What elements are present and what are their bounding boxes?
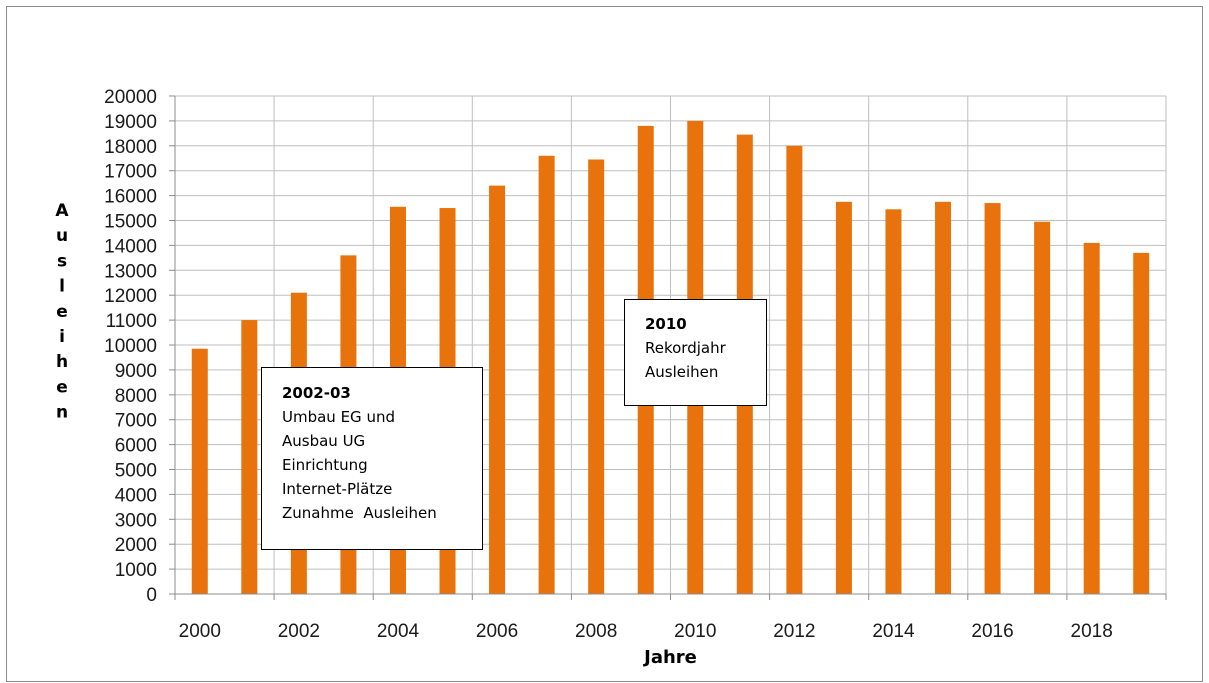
bar-2013 xyxy=(835,201,852,594)
bar-2019 xyxy=(1133,252,1150,594)
x-tick-label: 2002 xyxy=(278,621,320,642)
bar-2016 xyxy=(984,203,1001,594)
x-tick-label: 2012 xyxy=(773,621,815,642)
annotation-line: Zunahme Ausleihen xyxy=(282,504,437,522)
y-tick-label: 13000 xyxy=(104,261,157,282)
y-tick-labels: 0 1000 2000 3000 4000 5000 6000 7000 8000 9000 100… xyxy=(104,87,157,606)
bar-2001 xyxy=(241,320,258,594)
y-tick-label: 12000 xyxy=(104,286,157,307)
y-axis-label-char: e xyxy=(56,302,68,322)
y-axis-label-char: i xyxy=(59,327,65,347)
x-tick-label: 2016 xyxy=(971,621,1013,642)
annotation-line: Umbau EG und xyxy=(282,408,395,426)
bar-2000 xyxy=(191,348,208,594)
y-tick-label: 10000 xyxy=(104,336,157,357)
x-tick-label: 2008 xyxy=(575,621,617,642)
annotation-line: Einrichtung xyxy=(282,456,368,474)
y-axis-label-char: n xyxy=(56,403,68,423)
annotation-2002-03: 2002-03 Umbau EG und Ausbau UG Einrichtung I… xyxy=(261,367,483,550)
y-tick-label: 5000 xyxy=(115,461,157,482)
y-axis-label-char: u xyxy=(56,226,68,246)
bar-2008 xyxy=(588,159,605,594)
bar-2017 xyxy=(1034,221,1051,594)
annotation-2010: 2010 Rekordjahr Ausleihen xyxy=(624,299,767,406)
x-tick-label: 2010 xyxy=(674,621,716,642)
y-tick-label: 0 xyxy=(146,585,157,606)
annotation-line: Ausleihen xyxy=(645,363,719,381)
y-axis-label-char: s xyxy=(57,251,67,271)
x-tick-label: 2018 xyxy=(1071,621,1113,642)
y-tick-label: 17000 xyxy=(104,162,157,183)
bar-chart: 0 1000 2000 3000 4000 5000 6000 7000 8000 9000 100… xyxy=(55,87,1167,668)
x-tick-labels: 2000 2002 2004 2006 2008 2010 2012 2014 2016 2018 xyxy=(179,621,1113,642)
bar-2018 xyxy=(1083,242,1100,594)
x-axis-label: Jahre xyxy=(642,647,697,668)
y-tick-label: 1000 xyxy=(115,560,157,581)
y-tick-label: 16000 xyxy=(104,187,157,208)
x-tick-label: 2014 xyxy=(872,621,915,642)
y-tick-label: 19000 xyxy=(104,112,157,133)
bar-2015 xyxy=(935,201,952,594)
y-axis-label-char: l xyxy=(59,277,65,297)
y-tick-label: 7000 xyxy=(115,411,157,432)
bar-2012 xyxy=(786,145,803,595)
y-tick-label: 18000 xyxy=(104,137,157,158)
annotation-line: Internet-Plätze xyxy=(282,480,393,498)
annotation-title: 2002-03 xyxy=(282,384,351,402)
bar-2014 xyxy=(885,209,902,595)
y-tick-label: 3000 xyxy=(115,510,157,531)
axes xyxy=(169,95,1167,600)
bar-2006 xyxy=(489,185,506,594)
annotation-title: 2010 xyxy=(645,315,687,333)
y-tick-label: 6000 xyxy=(115,436,157,457)
x-tick-label: 2006 xyxy=(476,621,518,642)
bar-2007 xyxy=(538,155,555,594)
chart-frame: 0 1000 2000 3000 4000 5000 6000 7000 8000 9000 100… xyxy=(6,6,1203,682)
y-axis-label: Ausleihen xyxy=(55,201,69,423)
y-tick-label: 11000 xyxy=(106,311,157,332)
y-axis-label-char: A xyxy=(55,201,69,221)
y-tick-label: 2000 xyxy=(115,535,157,556)
y-axis-label-char: h xyxy=(56,352,68,372)
x-tick-label: 2000 xyxy=(179,621,221,642)
y-axis-label-char: e xyxy=(56,377,68,397)
annotation-line: Rekordjahr xyxy=(645,339,726,357)
y-tick-label: 8000 xyxy=(115,386,157,407)
y-tick-label: 15000 xyxy=(104,212,157,233)
y-tick-label: 20000 xyxy=(104,87,157,108)
x-tick-label: 2004 xyxy=(377,621,420,642)
y-tick-label: 4000 xyxy=(115,485,157,506)
annotation-line: Ausbau UG xyxy=(282,432,366,450)
y-tick-label: 14000 xyxy=(104,236,157,257)
y-tick-label: 9000 xyxy=(115,361,157,382)
